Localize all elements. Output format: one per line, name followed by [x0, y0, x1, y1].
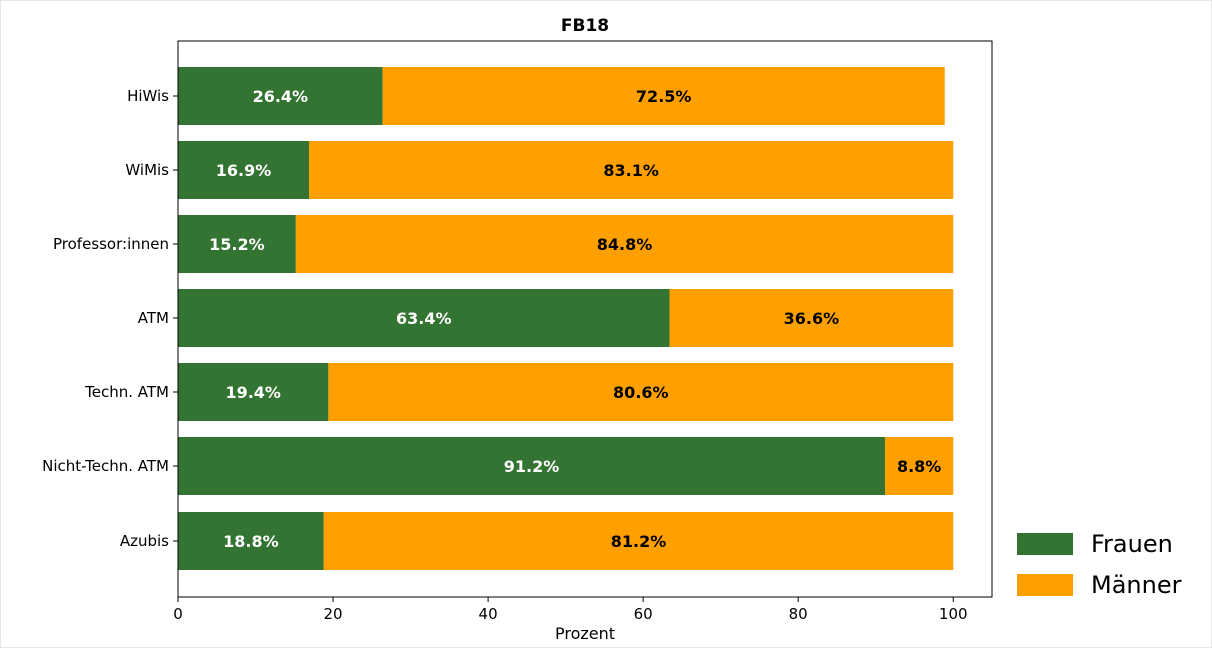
bar-frauen-techn-atm: [178, 363, 329, 421]
legend-item-frauen: Frauen: [1017, 530, 1207, 558]
bar-label-maenner-atm: 36.6%: [784, 309, 840, 328]
chart-title: FB18: [561, 16, 609, 36]
y-axis: HiWis WiMis Professor:innen ATM Techn. ATM Ni…: [42, 87, 178, 550]
y-tick-label-azubis: Azubis: [120, 532, 169, 550]
bar-label-frauen-nicht-techn-atm: 91.2%: [504, 457, 560, 476]
bar-frauen-atm: [178, 289, 670, 347]
bar-label-frauen-professor-innen: 15.2%: [209, 235, 265, 254]
bar-label-maenner-wimis: 83.1%: [603, 161, 659, 180]
x-tick-label-20: 20: [324, 605, 343, 623]
bar-label-maenner-azubis: 81.2%: [611, 532, 667, 551]
y-tick-label-hiwis: HiWis: [127, 87, 169, 105]
bar-frauen-nicht-techn-atm: [178, 437, 886, 495]
legend: Frauen Männer: [1017, 530, 1207, 613]
legend-swatch-maenner: [1017, 574, 1073, 596]
bar-labels-group: 26.4% 72.5% 16.9% 83.1% 15.2% 84.8% 63.4% 36.6%…: [209, 87, 941, 551]
bar-label-maenner-techn-atm: 80.6%: [613, 383, 669, 402]
plot-frame: [177, 40, 993, 598]
y-tick-label-techn-atm: Techn. ATM: [84, 383, 169, 401]
bar-label-frauen-wimis: 16.9%: [216, 161, 272, 180]
y-tick-label-professor-innen: Professor:innen: [53, 235, 169, 253]
y-tick-label-atm: ATM: [138, 309, 169, 327]
bar-label-frauen-hiwis: 26.4%: [253, 87, 309, 106]
bar-frauen-professor-innen: [178, 215, 296, 273]
x-tick-label-100: 100: [939, 605, 968, 623]
x-axis-title: Prozent: [555, 624, 615, 643]
x-tick-label-80: 80: [789, 605, 808, 623]
bar-label-maenner-professor-innen: 84.8%: [597, 235, 653, 254]
bar-maenner-atm: [669, 289, 954, 347]
x-axis: 0 20 40 60 80 100: [173, 597, 968, 623]
bar-label-maenner-hiwis: 72.5%: [636, 87, 692, 106]
bar-label-frauen-azubis: 18.8%: [223, 532, 279, 551]
y-tick-label-wimis: WiMis: [125, 161, 169, 179]
legend-swatch-frauen: [1017, 533, 1073, 555]
legend-item-maenner: Männer: [1017, 571, 1207, 599]
x-tick-label-0: 0: [173, 605, 183, 623]
bar-maenner-nicht-techn-atm: [885, 437, 954, 495]
bars-group: [178, 67, 954, 570]
bar-frauen-wimis: [178, 141, 310, 199]
y-tick-label-nicht-techn-atm: Nicht-Techn. ATM: [42, 457, 169, 475]
bar-frauen-hiwis: [178, 67, 383, 125]
x-tick-label-40: 40: [479, 605, 498, 623]
legend-label-frauen: Frauen: [1091, 530, 1173, 558]
bar-maenner-hiwis: [382, 67, 945, 125]
bar-maenner-techn-atm: [328, 363, 954, 421]
bar-maenner-wimis: [309, 141, 954, 199]
bar-maenner-professor-innen: [295, 215, 954, 273]
x-tick-label-60: 60: [634, 605, 653, 623]
bar-label-maenner-nicht-techn-atm: 8.8%: [897, 457, 941, 476]
legend-label-maenner: Männer: [1091, 571, 1182, 599]
bar-label-frauen-techn-atm: 19.4%: [225, 383, 281, 402]
bar-maenner-azubis: [323, 512, 954, 570]
bar-frauen-azubis: [178, 512, 324, 570]
bar-label-frauen-atm: 63.4%: [396, 309, 452, 328]
